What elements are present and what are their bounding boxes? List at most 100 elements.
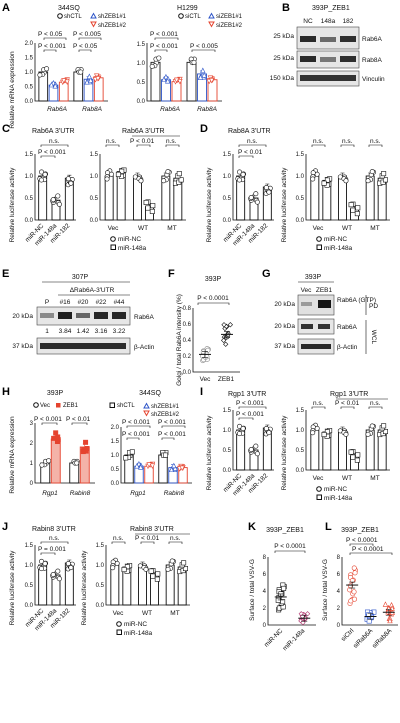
data-point [95,76,101,82]
y-tick: 0.0 [296,468,305,474]
y-axis-label: Relative luciferase activity [206,167,213,243]
stat-label: P < 0.001 [38,149,66,156]
data-point [172,465,178,471]
data-point [177,78,183,85]
y-tick: 1.5 [90,152,99,158]
data-point [84,446,90,452]
panel-C-left: Rab6A 3'UTR Relative luciferase activity… [9,128,76,247]
y-tick: 0.0 [223,468,232,474]
data-point [64,79,70,85]
data-point [347,587,353,593]
data-point [150,203,156,209]
data-point [39,169,45,175]
plot-area [235,423,273,471]
y-tick: 0 [30,481,34,487]
panel-letter-E: E [2,268,9,280]
significance-brackets [40,541,69,555]
stat-label: P < 0.001 [150,43,178,50]
plot-area [110,557,188,606]
data-point [248,194,254,200]
x-tick: Rab6A [47,106,67,113]
data-point [42,561,48,567]
chart-title: 393P_ZEB1 [341,527,379,534]
stat-label: n.s. [370,138,381,145]
legend: miR-NC miR-148a [316,486,353,502]
band [301,302,312,306]
plot-area [199,322,233,364]
legend-label: shZEB1#2 [151,412,180,418]
x-tick: Vec [113,610,125,617]
data-point [365,178,371,184]
y-tick: 0.0 [25,603,34,609]
legend-label: siZEB1#1 [216,14,243,20]
bar [310,429,320,471]
plot-area [37,169,75,221]
data-point [48,81,55,88]
lane-label: Vec [301,287,313,294]
significance-brackets [111,541,183,544]
axes [232,154,274,221]
panel-J-right: Rabin8 3'UTR Relative luciferase activit… [81,526,190,637]
y-tick: 6 [337,572,341,578]
data-point [88,77,94,83]
y-tick: 0.4 [183,338,192,344]
data-point [310,170,316,176]
data-point [44,66,50,72]
data-point [123,455,129,461]
data-point [119,168,125,174]
data-point [321,180,327,186]
error-bar [301,614,308,622]
data-point [223,341,229,347]
y-tick: 0.0 [25,99,34,105]
data-point [38,177,44,183]
panel-K: 393P_ZEB1 P < 0.0001 Surface / total VSV… [249,527,316,652]
mw-marker: 20 kDa [274,301,295,308]
x-tick: Rgp1 [42,490,58,497]
plot-area [123,449,188,484]
legend-marker [56,403,61,408]
data-point [42,171,48,177]
y-tick: 0.5 [25,196,34,202]
data-point [221,337,227,343]
chart-title: Rab6A 3'UTR [32,128,75,135]
x-tick: ZEB1 [218,376,235,383]
y-tick: 1.5 [137,42,146,48]
y-tick: 2 [337,606,341,612]
legend-label: siZEB1#2 [216,23,243,29]
data-point [382,601,389,607]
data-point [263,185,269,191]
lane-label: NC [303,18,313,25]
legend: miR-NC miR-148a [316,236,353,252]
y-tick: 6 [263,572,267,578]
data-point [146,462,152,468]
bar [144,465,154,484]
mw-marker: 25 kDa [273,33,294,40]
legend-marker [143,410,150,417]
x-tick: Rab6A [160,106,180,113]
data-point [343,431,349,437]
plot-area [37,558,75,606]
chart-title: 393P [205,276,222,283]
legend-label: miR-NC [324,236,347,243]
stat-label: P < 0.0001 [197,295,229,302]
data-point [237,169,243,175]
bar [236,175,246,221]
panel-letter-C: C [2,123,10,135]
y-tick: 0.5 [137,80,146,86]
panel-D-right: Relative luciferase activity 0.0 0.5 1.0… [281,138,390,252]
y-tick: 0.2 [183,354,192,360]
data-point [68,180,74,186]
bar [58,81,69,102]
data-point [354,457,360,463]
axes [99,154,186,221]
data-point [86,73,93,79]
data-point [149,208,155,214]
blot-title: 393P_ZEB1 [312,5,350,12]
stat-label: n.s. [370,400,381,407]
legend-marker [208,12,215,19]
stat-label: P < 0.01 [335,400,360,407]
band [300,75,356,81]
data-point [149,63,155,69]
legend-marker [178,13,184,19]
significance-brackets [40,144,69,158]
